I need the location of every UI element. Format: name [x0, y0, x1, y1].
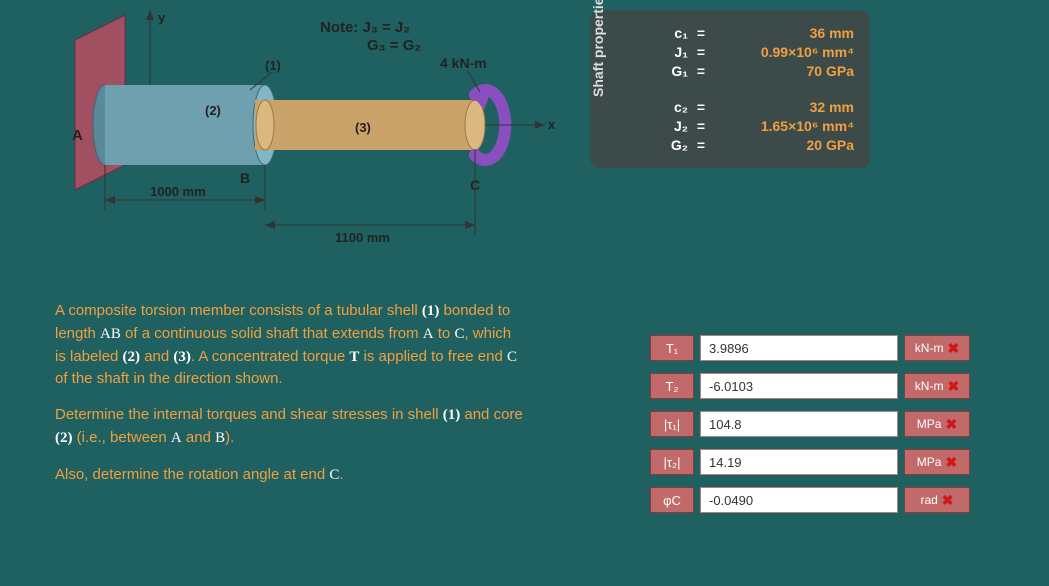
equals-sign: =	[694, 25, 708, 41]
property-row: G₁ = 70 GPa	[630, 63, 854, 79]
answer-label: T₂	[650, 373, 694, 399]
property-value: 1.65×10⁶ mm⁴	[714, 118, 854, 134]
unit-text: MPa	[917, 455, 942, 469]
equals-sign: =	[694, 63, 708, 79]
unit-text: rad	[920, 493, 937, 507]
panel-title: Shaft properties	[590, 0, 606, 97]
property-symbol: c₁	[648, 25, 688, 41]
equals-sign: =	[694, 44, 708, 60]
answer-row: T₁ kN-m✖	[650, 335, 970, 361]
answer-label: |τ₁|	[650, 411, 694, 437]
property-value: 32 mm	[714, 99, 854, 115]
answer-label: |τ₂|	[650, 449, 694, 475]
equals-sign: =	[694, 118, 708, 134]
shaft-properties-panel: Shaft properties c₁=36 mmJ₁=0.99×10⁶ mm⁴…	[590, 10, 870, 168]
property-row: c₂ = 32 mm	[630, 99, 854, 115]
wrong-icon: ✖	[945, 454, 957, 471]
property-value: 20 GPa	[714, 137, 854, 153]
answer-row: φC rad ✖	[650, 487, 970, 513]
answer-row: |τ₂| MPa✖	[650, 449, 970, 475]
problem-statement: A composite torsion member consists of a…	[55, 300, 525, 500]
unit-text: kN-m	[915, 341, 944, 355]
x-axis-label: x	[548, 117, 556, 132]
answer-input[interactable]	[700, 373, 898, 399]
property-symbol: c₂	[648, 99, 688, 115]
paragraph-2: Determine the internal torques and shear…	[55, 404, 525, 450]
property-symbol: J₁	[648, 44, 688, 60]
point-b-label: B	[240, 170, 250, 186]
answer-row: T₂ kN-m✖	[650, 373, 970, 399]
paragraph-1: A composite torsion member consists of a…	[55, 300, 525, 390]
answer-row: |τ₁| MPa✖	[650, 411, 970, 437]
property-row: J₂ = 1.65×10⁶ mm⁴	[630, 118, 854, 134]
shell-1	[93, 85, 277, 165]
property-row: J₁ = 0.99×10⁶ mm⁴	[630, 44, 854, 60]
segment-2-label: (2)	[205, 103, 221, 118]
wrong-icon: ✖	[942, 492, 954, 509]
equals-sign: =	[694, 99, 708, 115]
point-a-label: A	[72, 127, 83, 144]
torque-label: 4 kN-m	[440, 55, 487, 71]
answer-input[interactable]	[700, 335, 898, 361]
answer-label: T₁	[650, 335, 694, 361]
property-symbol: J₂	[648, 118, 688, 134]
answer-label: φC	[650, 487, 694, 513]
x-axis-arrow	[535, 121, 545, 129]
property-row: G₂ = 20 GPa	[630, 137, 854, 153]
property-row: c₁ = 36 mm	[630, 25, 854, 41]
answer-unit: kN-m✖	[904, 335, 970, 361]
paragraph-3: Also, determine the rotation angle at en…	[55, 464, 525, 487]
answer-input[interactable]	[700, 487, 898, 513]
property-symbol: G₂	[648, 137, 688, 153]
dim-bc-label: 1100 mm	[335, 230, 390, 245]
dim-bc: 1100 mm	[265, 150, 475, 245]
segment-3-label: (3)	[355, 120, 371, 135]
wrong-icon: ✖	[947, 378, 959, 395]
y-axis-label: y	[158, 10, 166, 25]
note-line-2: G₃ = G₂	[367, 37, 421, 54]
diagram-region: y x (1) (2) (3) A B C Note	[40, 10, 570, 260]
answer-unit: kN-m✖	[904, 373, 970, 399]
unit-text: kN-m	[915, 379, 944, 393]
answer-fields: T₁kN-m✖T₂kN-m✖|τ₁|MPa✖|τ₂|MPa✖φCrad✖	[650, 335, 970, 525]
answer-input[interactable]	[700, 449, 898, 475]
answer-input[interactable]	[700, 411, 898, 437]
property-value: 70 GPa	[714, 63, 854, 79]
answer-unit: MPa✖	[904, 411, 970, 437]
answer-unit: MPa✖	[904, 449, 970, 475]
unit-text: MPa	[917, 417, 942, 431]
property-symbol: G₁	[648, 63, 688, 79]
dim-ab-label: 1000 mm	[150, 184, 206, 199]
y-axis-arrow	[146, 10, 154, 20]
equals-sign: =	[694, 137, 708, 153]
wrong-icon: ✖	[947, 340, 959, 357]
properties-list: c₁ = 36 mm J₁ = 0.99×10⁶ mm⁴ G₁ = 70 GPa c₂ = 32 mm…	[630, 25, 854, 153]
property-value: 36 mm	[714, 25, 854, 41]
note-line-1: Note: J₃ = J₂	[320, 19, 410, 36]
torsion-diagram: y x (1) (2) (3) A B C Note	[40, 10, 570, 260]
answer-unit: rad ✖	[904, 487, 970, 513]
segment-1-label: (1)	[265, 58, 281, 73]
property-value: 0.99×10⁶ mm⁴	[714, 44, 854, 60]
wrong-icon: ✖	[945, 416, 957, 433]
